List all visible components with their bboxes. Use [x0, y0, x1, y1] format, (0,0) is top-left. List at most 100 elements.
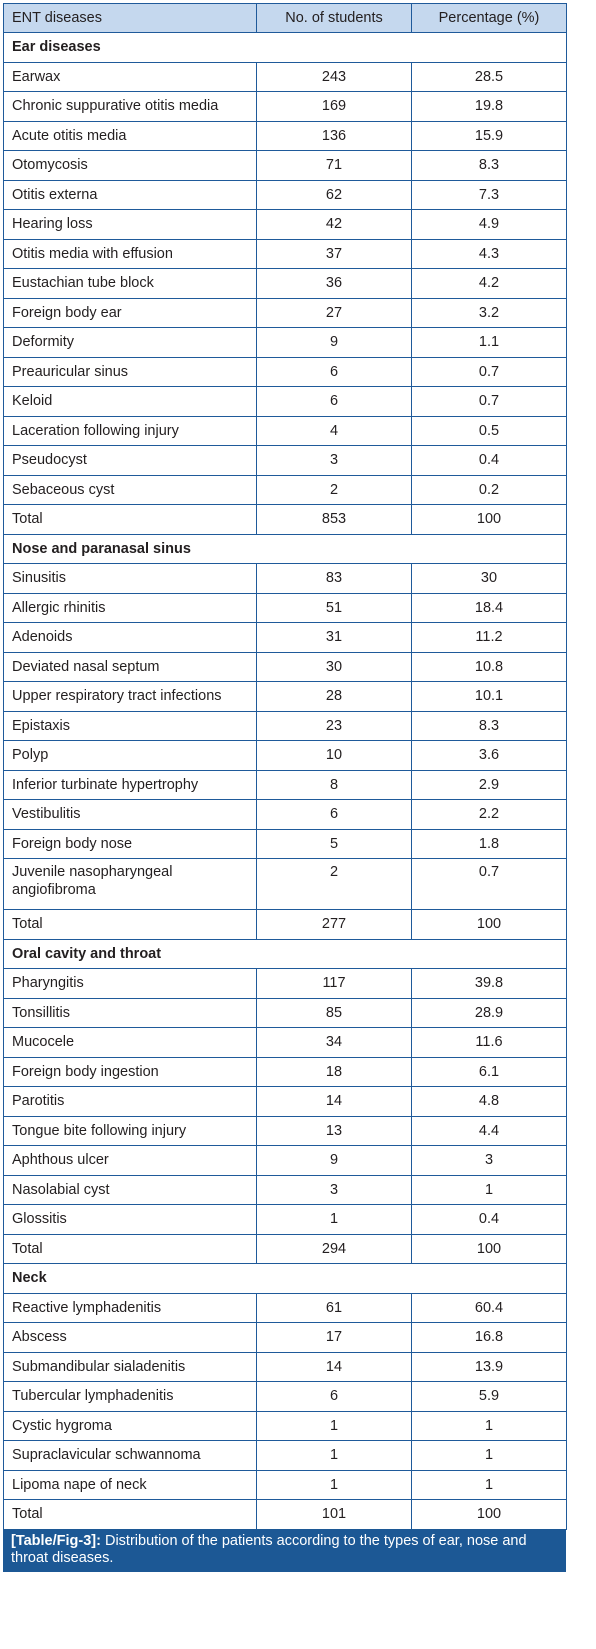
table-caption: [Table/Fig-3]: Distribution of the patie…	[3, 1528, 566, 1572]
disease-name: Hearing loss	[3, 209, 257, 240]
percentage: 8.3	[411, 150, 567, 181]
disease-name: Otomycosis	[3, 150, 257, 181]
disease-name: Aphthous ulcer	[3, 1145, 257, 1176]
student-count: 23	[256, 710, 412, 741]
table-row: Submandibular sialadenitis 14 13.9	[3, 1351, 567, 1382]
disease-name: Total	[3, 1233, 257, 1264]
disease-name: Earwax	[3, 61, 257, 92]
student-count: 2	[256, 858, 412, 910]
student-count: 117	[256, 968, 412, 999]
disease-name: Reactive lymphadenitis	[3, 1292, 257, 1323]
disease-name: Pseudocyst	[3, 445, 257, 476]
disease-name: Otitis media with effusion	[3, 238, 257, 269]
disease-name: Total	[3, 504, 257, 535]
table-row: Deviated nasal septum 30 10.8	[3, 651, 567, 682]
disease-name: Abscess	[3, 1322, 257, 1353]
student-count: 1	[256, 1410, 412, 1441]
disease-name: Foreign body ingestion	[3, 1056, 257, 1087]
table-row: Otomycosis 71 8.3	[3, 150, 567, 181]
disease-name: Pharyngitis	[3, 968, 257, 999]
disease-name: Acute otitis media	[3, 120, 257, 151]
percentage: 15.9	[411, 120, 567, 151]
student-count: 51	[256, 592, 412, 623]
section-header-row: Nose and paranasal sinus	[3, 533, 567, 564]
disease-name: Polyp	[3, 740, 257, 771]
table-row: Tubercular lymphadenitis 6 5.9	[3, 1381, 567, 1412]
percentage: 2.2	[411, 799, 567, 830]
percentage: 4.4	[411, 1115, 567, 1146]
table-row: Tonsillitis 85 28.9	[3, 997, 567, 1028]
disease-name: Eustachian tube block	[3, 268, 257, 299]
table-row: Pseudocyst 3 0.4	[3, 445, 567, 476]
table-row: Supraclavicular schwannoma 1 1	[3, 1440, 567, 1471]
header-row: ENT diseases No. of students Percentage …	[3, 3, 567, 33]
percentage: 28.5	[411, 61, 567, 92]
table-row: Inferior turbinate hypertrophy 8 2.9	[3, 769, 567, 800]
disease-name: Foreign body ear	[3, 297, 257, 328]
disease-name: Glossitis	[3, 1204, 257, 1235]
section-header-row: Oral cavity and throat	[3, 938, 567, 969]
disease-name: Chronic suppurative otitis media	[3, 91, 257, 122]
disease-name: Total	[3, 909, 257, 940]
disease-name: Cystic hygroma	[3, 1410, 257, 1441]
student-count: 27	[256, 297, 412, 328]
percentage: 7.3	[411, 179, 567, 210]
percentage: 16.8	[411, 1322, 567, 1353]
student-count: 71	[256, 150, 412, 181]
header-no-of-students: No. of students	[256, 3, 412, 33]
student-count: 13	[256, 1115, 412, 1146]
student-count: 85	[256, 997, 412, 1028]
table-row: Vestibulitis 6 2.2	[3, 799, 567, 830]
disease-name: Sinusitis	[3, 563, 257, 594]
student-count: 61	[256, 1292, 412, 1323]
student-count: 853	[256, 504, 412, 535]
disease-name: Allergic rhinitis	[3, 592, 257, 623]
table-row: Foreign body ear 27 3.2	[3, 297, 567, 328]
table-row: Nasolabial cyst 3 1	[3, 1174, 567, 1205]
table-row: Adenoids 31 11.2	[3, 622, 567, 653]
student-count: 17	[256, 1322, 412, 1353]
section-title: Ear diseases	[3, 32, 567, 63]
percentage: 8.3	[411, 710, 567, 741]
percentage: 1	[411, 1440, 567, 1471]
caption-text: Distribution of the patients according t…	[11, 1532, 527, 1566]
disease-name: Sebaceous cyst	[3, 474, 257, 505]
table-row: Sinusitis 83 30	[3, 563, 567, 594]
percentage: 1.8	[411, 828, 567, 859]
student-count: 34	[256, 1027, 412, 1058]
disease-name: Keloid	[3, 386, 257, 417]
percentage: 3	[411, 1145, 567, 1176]
table-figure: ENT diseases No. of students Percentage …	[3, 3, 567, 1572]
section-title: Nose and paranasal sinus	[3, 533, 567, 564]
table-row: Deformity 9 1.1	[3, 327, 567, 358]
table-row: Otitis media with effusion 37 4.3	[3, 238, 567, 269]
table-row: Earwax 243 28.5	[3, 61, 567, 92]
percentage: 1	[411, 1410, 567, 1441]
percentage: 0.4	[411, 445, 567, 476]
percentage: 11.2	[411, 622, 567, 653]
table-row: Mucocele 34 11.6	[3, 1027, 567, 1058]
table-row: Tongue bite following injury 13 4.4	[3, 1115, 567, 1146]
disease-name: Vestibulitis	[3, 799, 257, 830]
percentage: 3.2	[411, 297, 567, 328]
ent-diseases-table: ENT diseases No. of students Percentage …	[3, 3, 567, 1530]
percentage: 30	[411, 563, 567, 594]
disease-name: Juvenile nasopharyngeal angiofibroma	[3, 858, 257, 910]
student-count: 31	[256, 622, 412, 653]
percentage: 5.9	[411, 1381, 567, 1412]
percentage: 10.1	[411, 681, 567, 712]
percentage: 6.1	[411, 1056, 567, 1087]
percentage: 100	[411, 1233, 567, 1264]
percentage: 100	[411, 1499, 567, 1530]
percentage: 0.5	[411, 415, 567, 446]
section-title: Oral cavity and throat	[3, 938, 567, 969]
table-row: Eustachian tube block 36 4.2	[3, 268, 567, 299]
percentage: 39.8	[411, 968, 567, 999]
table-row: Abscess 17 16.8	[3, 1322, 567, 1353]
table-body: Ear diseases Earwax 243 28.5 Chronic suppura…	[3, 32, 567, 1530]
percentage: 0.7	[411, 356, 567, 387]
table-row: Hearing loss 42 4.9	[3, 209, 567, 240]
disease-name: Epistaxis	[3, 710, 257, 741]
student-count: 10	[256, 740, 412, 771]
section-header-row: Ear diseases	[3, 32, 567, 63]
